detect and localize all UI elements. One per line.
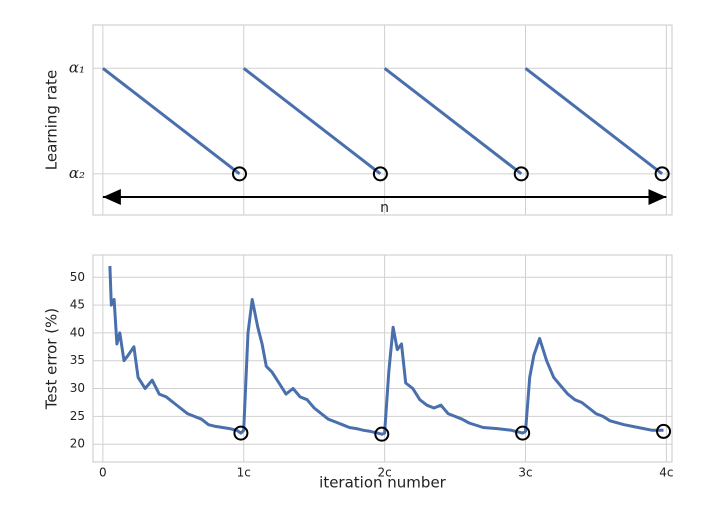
cycle-end-marker	[374, 426, 390, 442]
cycle-end-marker	[656, 423, 672, 439]
x-tick-label: 2c	[377, 466, 391, 480]
plot-frame	[92, 254, 673, 463]
cycle-end-marker	[513, 166, 529, 182]
x-tick-label: 0	[99, 466, 107, 480]
series-line	[383, 67, 523, 175]
x-tick-label: 1c	[237, 466, 251, 480]
x-axis-label: iteration number	[319, 474, 447, 492]
y-tick-label: 50	[70, 270, 85, 284]
cycle-end-marker	[372, 166, 388, 182]
series-line	[524, 67, 664, 175]
y-tick-label: 40	[70, 325, 85, 339]
series-line	[108, 266, 664, 436]
y-tick-label: 45	[70, 298, 85, 312]
y-tick-label: 25	[70, 409, 85, 423]
y-axis-label: Learning rate	[43, 70, 61, 170]
series-line	[242, 67, 382, 175]
series-line	[101, 67, 241, 175]
cycle-end-marker	[233, 425, 249, 441]
cycle-end-marker	[654, 166, 670, 182]
plot-frame	[92, 24, 673, 216]
y-axis-label: Test error (%)	[43, 308, 61, 410]
cycle-end-marker	[232, 166, 248, 182]
x-tick-label: 4c	[659, 466, 673, 480]
y-tick-label: 20	[70, 437, 85, 451]
cycle-end-marker	[515, 425, 531, 441]
annotation-text: n	[380, 200, 389, 216]
y-tick-label: 30	[70, 381, 85, 395]
y-tick-label: α₂	[69, 164, 85, 182]
x-tick-label: 3c	[518, 466, 532, 480]
y-tick-label: 35	[70, 353, 85, 367]
y-tick-label: α₁	[69, 58, 85, 76]
